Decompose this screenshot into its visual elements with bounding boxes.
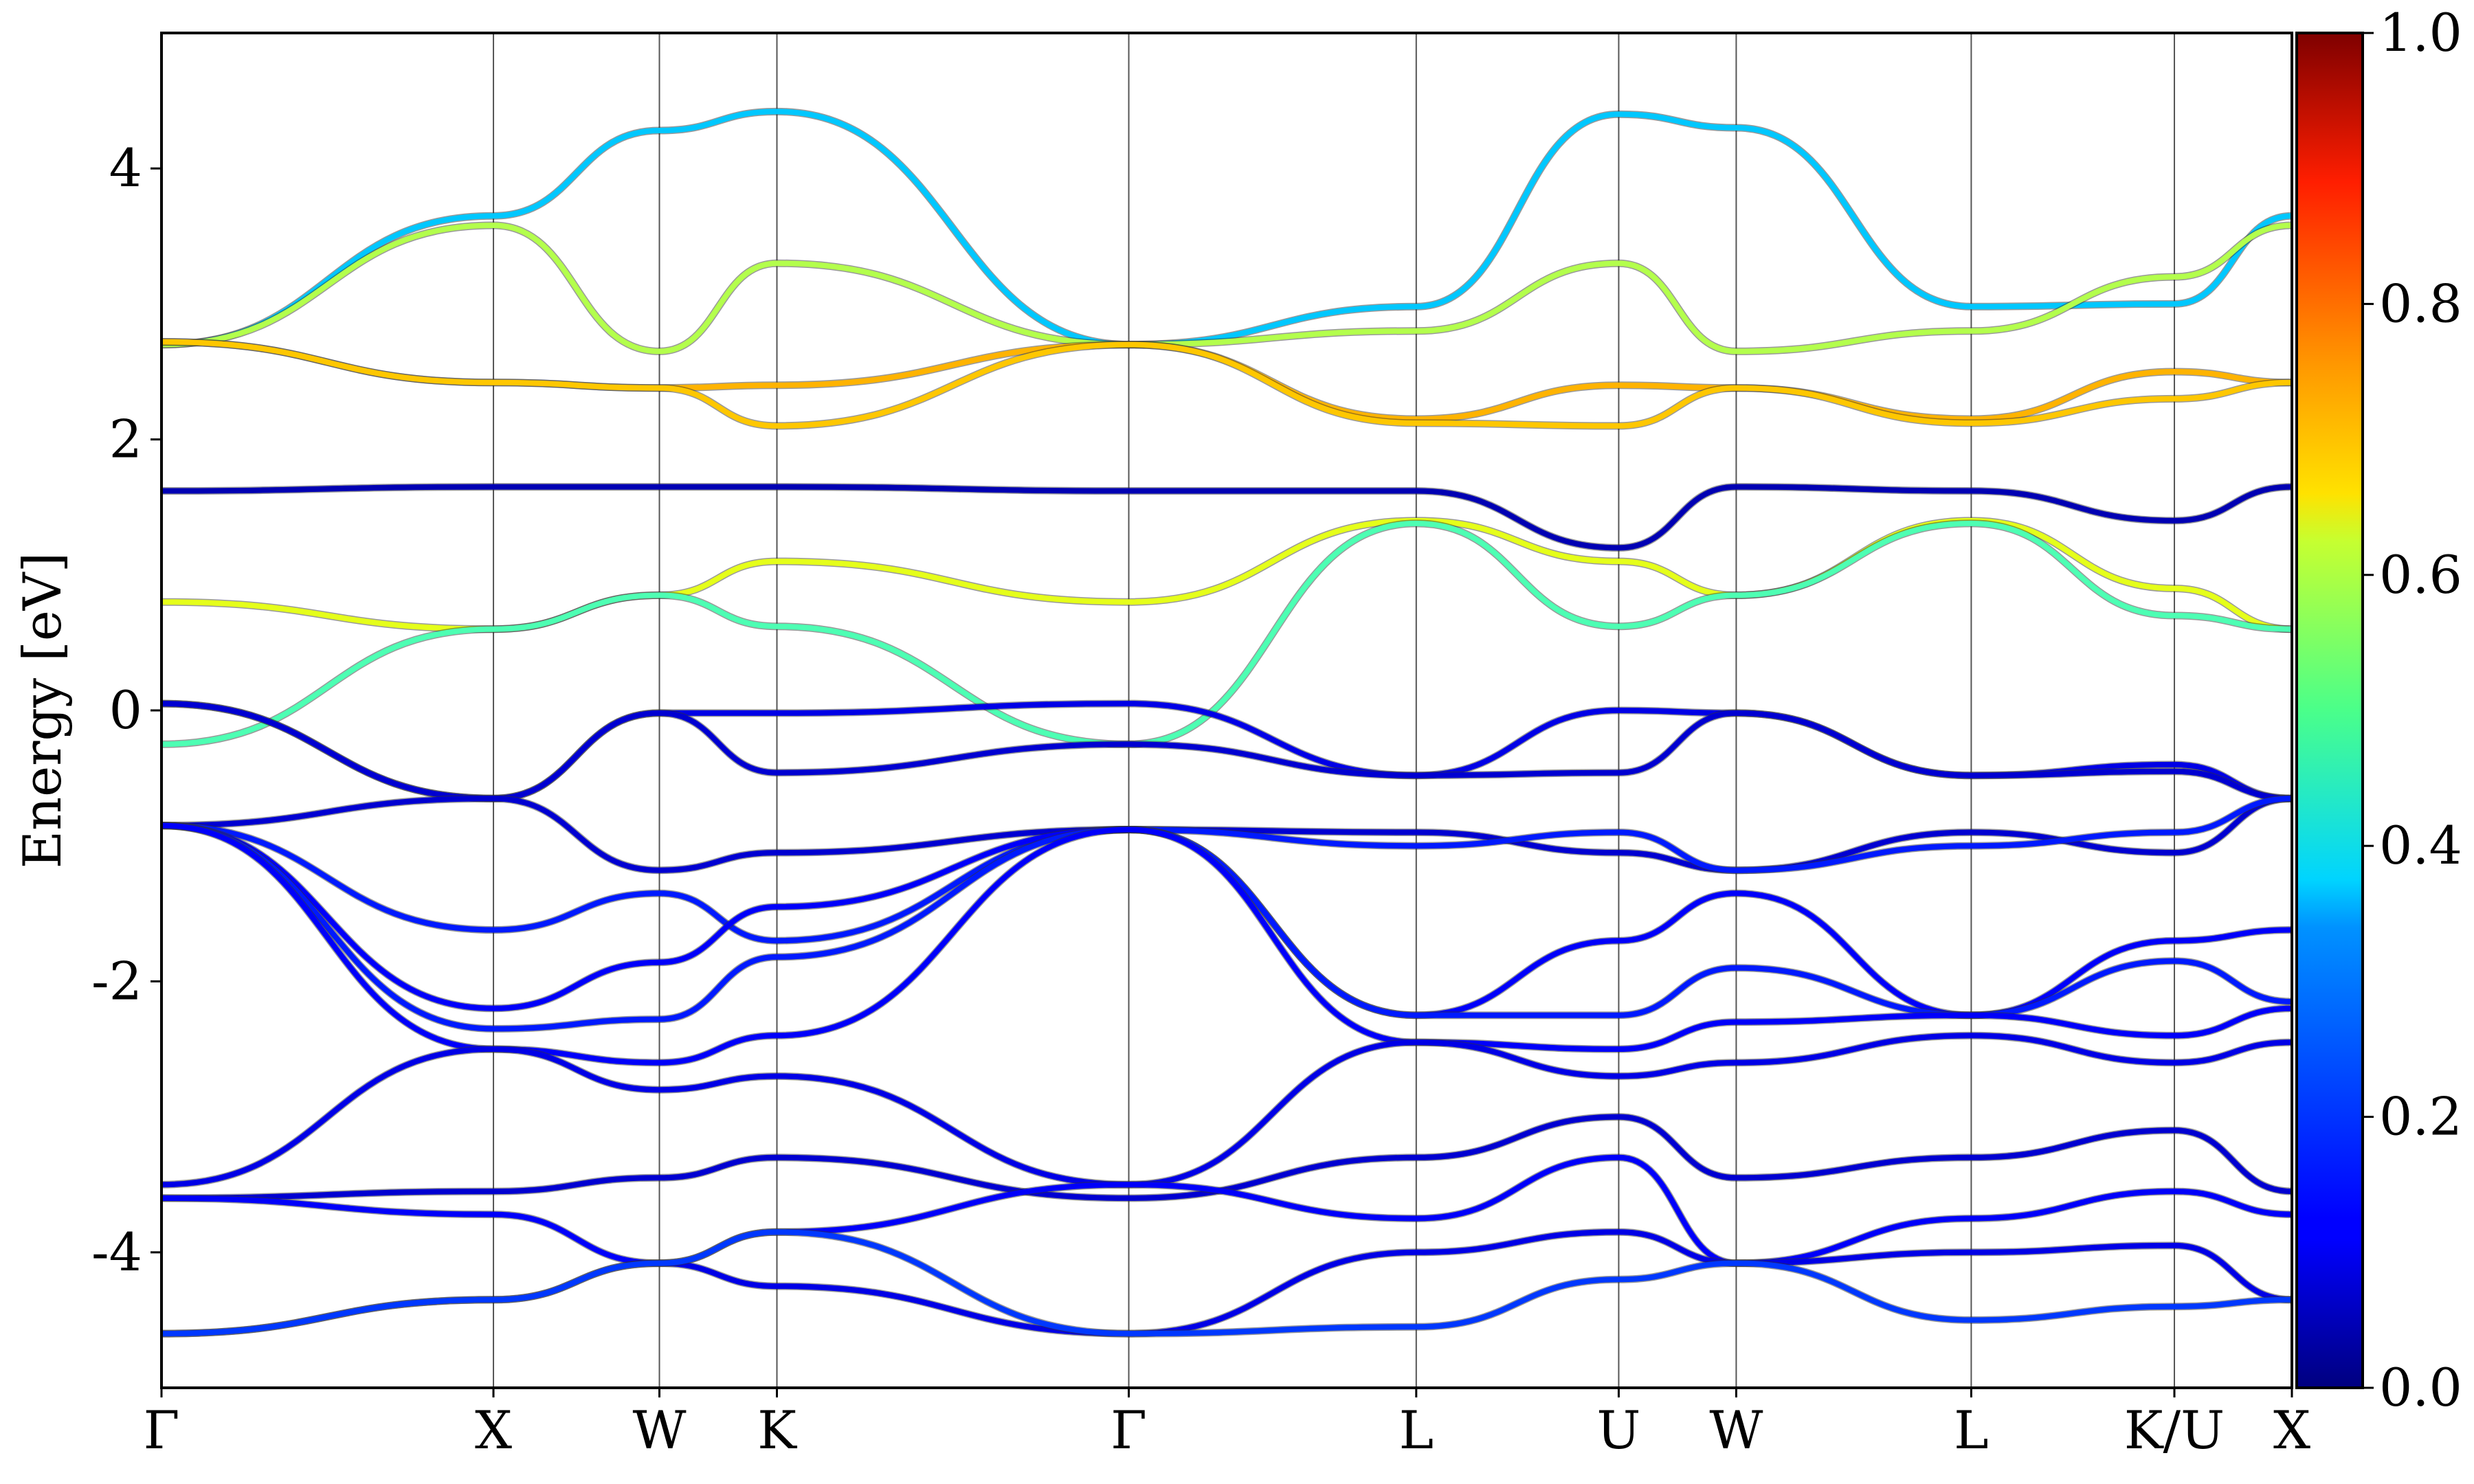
kpoint-label: L (1399, 1399, 1434, 1461)
y-axis: -4 -2 0 2 4 (91, 137, 161, 1283)
band-line (161, 1033, 2292, 1188)
band-line (161, 1229, 2292, 1337)
y-tick-label: 2 (109, 409, 142, 470)
colorbar: 0.0 0.2 0.4 0.6 0.8 1.0 (2295, 2, 2462, 1418)
band-outline (161, 1154, 2292, 1268)
colorbar-tick-label: 0.8 (2379, 273, 2462, 334)
kpoint-label: Γ (144, 1399, 180, 1461)
kpoint-label: W (632, 1399, 686, 1461)
y-tick-label: -4 (91, 1222, 142, 1283)
band-line (161, 1114, 2292, 1201)
colorbar-tick-label: 0.4 (2379, 815, 2462, 876)
y-tick-label: 0 (109, 679, 142, 741)
colorbar-tick-label: 0.0 (2379, 1357, 2462, 1418)
plot-frame (160, 32, 2293, 1389)
band-line (161, 484, 2292, 551)
y-tick-label: 4 (109, 137, 142, 199)
band-line (161, 822, 2292, 1018)
colorbar-ticks: 0.0 0.2 0.4 0.6 0.8 1.0 (2363, 2, 2462, 1418)
x-axis: Γ X W K Γ L U W L K/U X (144, 1388, 2310, 1461)
band-line (161, 109, 2292, 348)
band-line (161, 796, 2292, 944)
colorbar-tick-label: 1.0 (2379, 2, 2462, 63)
kpoint-label: K/U (2124, 1399, 2225, 1461)
band-outline (161, 822, 2292, 1020)
band-outline (161, 519, 2292, 748)
kpoint-label: W (1709, 1399, 1763, 1461)
band-lines (161, 107, 2292, 1338)
colorbar-gradient (2295, 32, 2364, 1389)
y-tick-label: -2 (91, 950, 142, 1011)
colorbar-tick-label: 0.2 (2379, 1086, 2462, 1147)
band-line (161, 339, 2292, 429)
band-line (161, 1154, 2292, 1266)
y-axis-label: Energy [eV] (12, 552, 73, 869)
colorbar-tick-label: 0.6 (2379, 544, 2462, 605)
kpoint-label: U (1596, 1399, 1640, 1461)
kpoint-label: Γ (1111, 1399, 1147, 1461)
kpoint-label: X (475, 1399, 512, 1461)
band-line (161, 520, 2292, 747)
kpoint-label: L (1954, 1399, 1988, 1461)
band-line (161, 222, 2292, 355)
band-line (161, 822, 2292, 1066)
kpoint-label: X (2273, 1399, 2310, 1461)
band-outline (161, 517, 2292, 633)
band-outline (161, 1031, 2292, 1189)
kpoint-label: K (757, 1399, 797, 1461)
band-line (161, 517, 2292, 632)
band-line (161, 701, 2292, 802)
band-line (161, 796, 2292, 873)
